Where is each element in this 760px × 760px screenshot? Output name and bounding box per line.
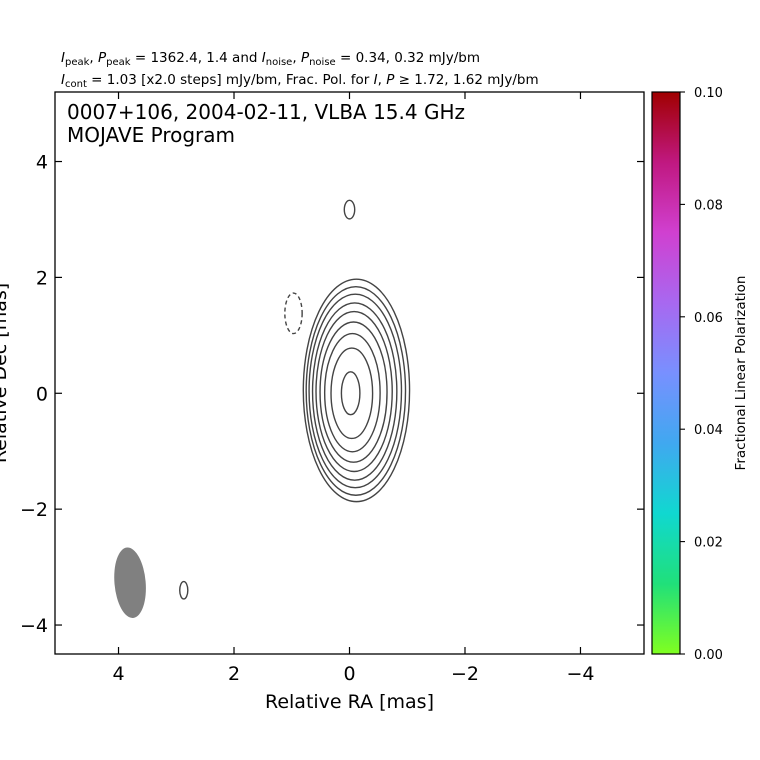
beam-ellipse xyxy=(114,547,146,618)
colorbar-frame xyxy=(651,91,681,655)
x-tick-label: −2 xyxy=(451,663,479,685)
colorbar-tick-label: 0.10 xyxy=(694,86,723,101)
contour-level-3 xyxy=(308,293,403,489)
tick-labels: 4 2 0 −2 −4 −4 −2 0 2 4 xyxy=(20,152,595,685)
y-tick-label: 2 xyxy=(36,267,48,289)
negative-contour xyxy=(284,292,303,335)
x-tick-label: −4 xyxy=(566,663,594,685)
contour-layer xyxy=(179,199,411,600)
contour-level-7 xyxy=(323,332,381,453)
colorbar-tick-label: 0.06 xyxy=(694,311,723,326)
plot-frame xyxy=(54,91,645,655)
y-tick-label: 0 xyxy=(36,383,48,405)
x-tick-label: 0 xyxy=(343,663,355,685)
y-tick-label: −2 xyxy=(20,499,48,521)
contour-level-5 xyxy=(315,310,393,473)
header-line-1: Ipeak, Ppeak = 1362.4, 1.4 and Inoise, P… xyxy=(61,50,480,68)
axis-ticks xyxy=(55,92,644,654)
contour-level-8 xyxy=(330,347,374,440)
colorbar: 0.00 0.02 0.04 0.06 0.08 0.10 Fractional Line… xyxy=(651,86,749,663)
colorbar-gradient xyxy=(652,92,680,654)
plot-background xyxy=(55,92,644,654)
y-tick-label: 4 xyxy=(36,152,48,174)
contour-level-11 xyxy=(179,580,189,600)
contour-level-9 xyxy=(340,371,361,416)
y-axis-label: Relative Dec [mas] xyxy=(0,283,11,463)
x-axis-label: Relative RA [mas] xyxy=(265,691,434,713)
colorbar-tick-label: 0.04 xyxy=(694,423,723,438)
beam-layer xyxy=(114,547,146,618)
y-tick-label: −4 xyxy=(20,615,48,637)
contour-level-10 xyxy=(343,199,356,220)
contour-level-1 xyxy=(302,278,411,503)
header-line-2: Icont = 1.03 [x2.0 steps] mJy/bm, Frac. … xyxy=(61,72,539,90)
x-tick-label: 2 xyxy=(228,663,240,685)
colorbar-label: Fractional Linear Polarization xyxy=(733,276,749,471)
contour-level-6 xyxy=(319,321,388,463)
colorbar-tick-label: 0.02 xyxy=(694,536,723,551)
contour-level-2 xyxy=(305,285,407,496)
program-annotation: MOJAVE Program xyxy=(67,123,235,147)
plot-area: 0007+106, 2004-02-11, VLBA 15.4 GHz MOJA… xyxy=(54,91,645,655)
source-annotation: 0007+106, 2004-02-11, VLBA 15.4 GHz xyxy=(67,100,465,124)
colorbar-tick-label: 0.00 xyxy=(694,648,723,663)
colorbar-ticks: 0.00 0.02 0.04 0.06 0.08 0.10 xyxy=(680,86,723,663)
x-tick-label: 4 xyxy=(112,663,124,685)
colorbar-tick-label: 0.08 xyxy=(694,198,723,213)
contour-level-4 xyxy=(311,302,398,481)
